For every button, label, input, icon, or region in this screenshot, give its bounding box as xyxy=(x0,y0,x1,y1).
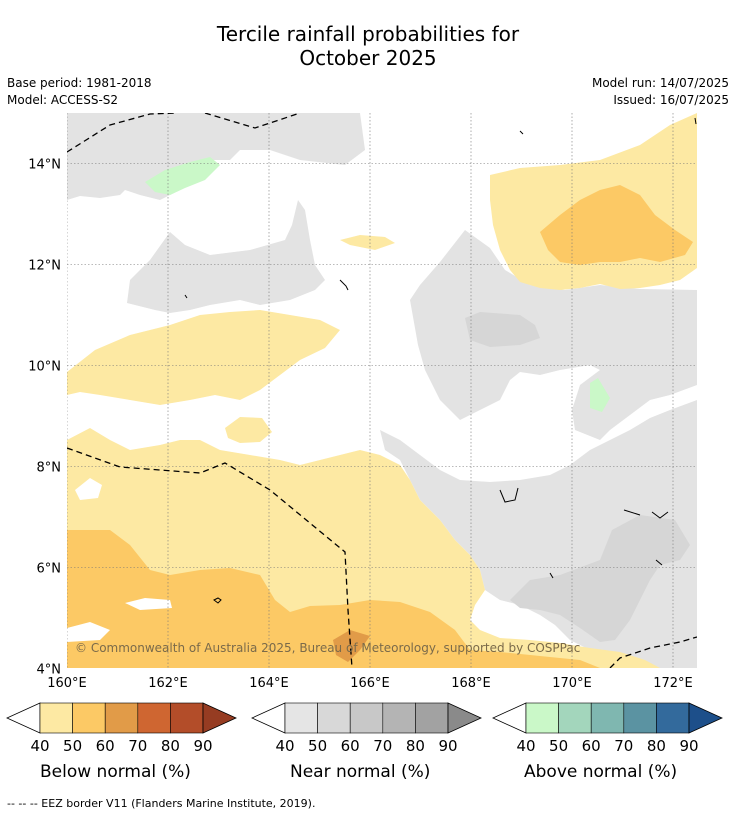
colorbar-tick-label: 50 xyxy=(63,737,82,755)
colorbar-min-arrow xyxy=(6,702,41,734)
lon-tick-label: 168°E xyxy=(451,676,491,691)
colorbar-tick-label: 80 xyxy=(647,737,666,755)
base-period: Base period: 1981-2018 xyxy=(7,76,152,90)
below-normal-region-mid xyxy=(67,310,340,405)
colorbar-max-arrow xyxy=(447,702,482,734)
lat-tick-label: 14°N xyxy=(28,158,61,173)
colorbar-swatch xyxy=(525,702,559,734)
model-run: Model run: 14/07/2025 xyxy=(591,76,729,90)
colorbar-swatch xyxy=(170,702,204,734)
meta-right: Model run: 14/07/2025 Issued: 16/07/2025 xyxy=(592,75,729,109)
lon-tick-label: 160°E xyxy=(47,676,87,691)
colorbar-swatch xyxy=(137,702,171,734)
near-normal-region-darker-se xyxy=(510,515,690,642)
lon-tick-label: 166°E xyxy=(350,676,390,691)
colorbar-swatch xyxy=(558,702,592,734)
colorbar-2: 40 50 60 70 80 90 xyxy=(492,702,723,755)
meta-left: Base period: 1981-2018 Model: ACCESS-S2 xyxy=(7,75,152,109)
axis-tick-labels: 160°E 162°E 164°E 166°E 168°E 170°E 172°E 14°N 1… xyxy=(28,158,693,692)
colorbar-tick-label: 40 xyxy=(275,737,294,755)
clear-region-2 xyxy=(125,598,172,610)
colorbar-tick-label: 50 xyxy=(549,737,568,755)
probability-field xyxy=(67,113,697,668)
colorbar-swatch xyxy=(72,702,106,734)
colorbar-swatch xyxy=(382,702,416,734)
issued-date: Issued: 16/07/2025 xyxy=(613,93,729,107)
colorbar-min-arrow xyxy=(492,702,527,734)
lon-tick-label: 164°E xyxy=(249,676,289,691)
colorbar-tick-label: 70 xyxy=(373,737,392,755)
title-line-2: October 2025 xyxy=(299,46,437,70)
eez-borders xyxy=(67,113,697,668)
colorbar-swatch xyxy=(104,702,139,734)
colorbar-tick-label: 70 xyxy=(128,737,147,755)
colorbar-swatch xyxy=(415,702,449,734)
lat-tick-label: 6°N xyxy=(37,562,62,577)
colorbar-0: 40 50 60 70 80 90 xyxy=(6,702,237,755)
colorbar-tick-label: 90 xyxy=(679,737,698,755)
colorbars: 40 50 60 70 80 90 40 50 60 70 80 90 40 50 60 70 80 90 xyxy=(6,702,723,755)
eez-footer-note: -- -- -- EEZ border V11 (Flanders Marine… xyxy=(7,797,316,810)
colorbar-swatch xyxy=(349,702,384,734)
lon-tick-label: 172°E xyxy=(653,676,693,691)
colorbar-tick-label: 70 xyxy=(614,737,633,755)
colorbar-title-above: Above normal (%) xyxy=(524,762,678,782)
colorbar-title-near: Near normal (%) xyxy=(290,762,431,782)
below-normal-region-ne-50 xyxy=(540,185,693,265)
title-line-1: Tercile rainfall probabilities for xyxy=(216,22,520,46)
near-normal-region-nw xyxy=(67,113,365,200)
colorbar-1: 40 50 60 70 80 90 xyxy=(251,702,482,755)
near-normal-region-mid xyxy=(127,200,325,313)
colorbar-tick-label: 80 xyxy=(406,737,425,755)
colorbar-max-arrow xyxy=(202,702,237,734)
colorbar-tick-label: 60 xyxy=(341,737,360,755)
copyright-credit: © Commonwealth of Australia 2025, Bureau… xyxy=(75,641,581,655)
below-normal-blob-2 xyxy=(340,235,395,250)
colorbar-swatch xyxy=(284,702,318,734)
colorbar-swatch xyxy=(39,702,73,734)
colorbar-min-arrow xyxy=(251,702,286,734)
colorbar-swatch xyxy=(590,702,625,734)
colorbar-swatch xyxy=(317,702,351,734)
colorbar-tick-label: 60 xyxy=(96,737,115,755)
above-normal-region-east xyxy=(590,378,610,412)
lon-tick-label: 162°E xyxy=(148,676,188,691)
colorbar-title-below: Below normal (%) xyxy=(40,762,191,782)
colorbar-swatch xyxy=(623,702,657,734)
clear-region-1 xyxy=(75,478,102,500)
colorbar-tick-label: 80 xyxy=(161,737,180,755)
lon-tick-label: 170°E xyxy=(552,676,592,691)
colorbar-tick-label: 90 xyxy=(193,737,212,755)
colorbar-tick-label: 40 xyxy=(516,737,535,755)
map-title: Tercile rainfall probabilities for Octob… xyxy=(0,22,736,70)
above-normal-region-nw xyxy=(145,157,220,195)
lat-tick-label: 4°N xyxy=(37,663,62,678)
near-normal-region-darker xyxy=(465,312,540,347)
below-normal-region-sw-50 xyxy=(67,530,600,668)
lat-tick-label: 8°N xyxy=(37,461,62,476)
below-normal-region-sw-60 xyxy=(333,630,370,662)
colorbar-max-arrow xyxy=(688,702,723,734)
colorbar-tick-label: 40 xyxy=(30,737,49,755)
lat-tick-label: 10°N xyxy=(28,360,61,375)
near-normal-region-east xyxy=(410,230,697,440)
colorbar-tick-label: 60 xyxy=(582,737,601,755)
model-name: Model: ACCESS-S2 xyxy=(7,93,119,107)
lat-tick-label: 12°N xyxy=(28,259,61,274)
colorbar-tick-label: 90 xyxy=(438,737,457,755)
colorbar-swatch xyxy=(656,702,690,734)
graticule xyxy=(67,113,697,668)
colorbar-tick-label: 50 xyxy=(308,737,327,755)
clear-region-3 xyxy=(67,622,110,642)
island-outlines xyxy=(184,117,697,604)
below-normal-blob-1 xyxy=(225,417,272,443)
